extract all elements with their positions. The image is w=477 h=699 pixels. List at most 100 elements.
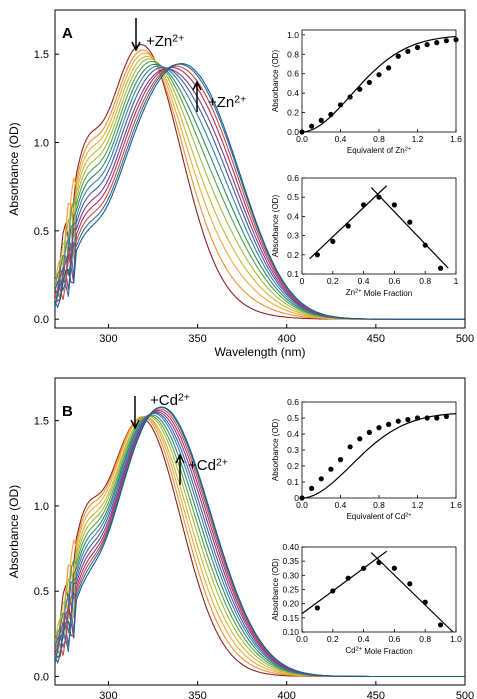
annotation-down-text: +Cd [150, 392, 178, 409]
x-tick-label: 400 [278, 690, 296, 699]
down-arrow-head-icon [131, 41, 141, 52]
data-point [414, 415, 421, 421]
annotation-up-superscript: 2+ [234, 93, 246, 105]
inset-x-axis-label-superscript: 2+ [405, 512, 411, 518]
data-point [314, 605, 320, 611]
down-arrow-head-icon [130, 419, 140, 430]
inset-x-axis-label-text: Equivalent of Zn [347, 146, 405, 155]
inset-inset_bottom-1: 0.0 0.2 0.4 0.6 0.8 1.0 0.10 0.15 0.20 0.25 0.30 0.… [271, 542, 462, 656]
inset-x-tick-label: 0.4 [335, 500, 347, 510]
inset-x-tick-label: 0.8 [373, 500, 385, 510]
fit-curve [301, 35, 457, 133]
data-point [366, 429, 372, 435]
inset-x-tick-label: 1.2 [412, 500, 424, 510]
data-point [328, 466, 334, 472]
inset-frame [301, 401, 457, 499]
inset-y-tick-label: 0.40 [282, 542, 299, 552]
inset-y-tick-label: 0.8 [287, 49, 299, 59]
data-point [376, 559, 382, 566]
inset-x-tick-label: 0.4 [335, 134, 347, 144]
inset-x-tick-label: 0.8 [419, 634, 431, 644]
data-point [422, 599, 428, 605]
inset-y-tick-label: 0.4 [287, 429, 299, 439]
data-point [361, 565, 367, 571]
data-point [337, 102, 344, 108]
data-point [357, 86, 363, 92]
data-point [453, 37, 459, 43]
inset-x-tick-label: 0.2 [327, 634, 339, 644]
inset-y-tick-label: 0.15 [282, 613, 299, 623]
data-point [405, 417, 411, 423]
inset-y-tick-label: 0.35 [282, 556, 299, 566]
up-arrow-head-icon [192, 80, 202, 91]
up-arrow-head-icon [175, 453, 185, 464]
x-tick-label: 400 [278, 333, 296, 345]
data-point [386, 65, 392, 71]
y-tick-label: 0.5 [34, 586, 49, 598]
fit-line [309, 185, 388, 260]
data-point [299, 495, 305, 501]
inset-y-tick-label: 0.2 [287, 461, 299, 471]
inset-x-axis-label-suffix: Mole Fraction [362, 289, 413, 298]
x-tick-label: 500 [456, 333, 474, 345]
panel-label: A [62, 25, 73, 42]
y-tick-label: 0.0 [34, 671, 49, 683]
inset-x-tick-label: 0.8 [419, 276, 431, 286]
inset-x-tick-label: 1 [454, 276, 459, 286]
spectrum-line [55, 63, 465, 320]
x-tick-label: 300 [99, 333, 117, 345]
inset-frame [301, 29, 457, 133]
annotation-down-superscript: 2+ [172, 32, 184, 44]
data-point [347, 94, 353, 100]
inset-x-tick-label: 0.6 [388, 276, 400, 286]
plot-frame [54, 377, 466, 686]
inset-x-tick-label: 0.6 [388, 634, 400, 644]
inset-x-axis-label: Equivalent of Cd2+ [346, 512, 411, 521]
inset-x-axis-label: Cd2+ Mole Fraction [345, 646, 412, 656]
inset-y-tick-label: 0.2 [287, 108, 299, 118]
inset-x-tick-label: 0.2 [327, 276, 339, 286]
inset-frame [301, 177, 457, 275]
data-point [395, 53, 401, 59]
inset-y-tick-label: 0.20 [282, 599, 299, 609]
x-tick-label: 350 [188, 333, 206, 345]
inset-x-axis-label: Equivalent of Zn2+ [347, 146, 411, 155]
inset-x-axis-label-superscript: 2+ [355, 288, 361, 294]
y-tick-label: 0.0 [34, 314, 49, 326]
data-point [422, 242, 428, 248]
inset-y-tick-label: 0.0 [287, 127, 299, 137]
annotation-down-text: +Zn [146, 33, 172, 50]
annotation-down: +Zn2+ [146, 32, 184, 50]
panel-label: B [62, 403, 73, 420]
y-axis-label: Absorbance (OD) [7, 485, 21, 578]
fit-line [370, 552, 454, 633]
inset-x-tick-label: 1.6 [450, 500, 462, 510]
spectrum-line [55, 406, 465, 678]
inset-x-tick-label: 1.6 [450, 134, 462, 144]
data-point [330, 238, 336, 244]
data-point [391, 202, 397, 208]
data-point [391, 565, 397, 571]
inset-x-tick-label: 0 [300, 276, 305, 286]
data-point [434, 40, 440, 46]
data-point [376, 425, 382, 431]
y-tick-label: 1.0 [34, 501, 49, 513]
inset-x-tick-label: 1.2 [412, 134, 424, 144]
data-point [434, 415, 440, 421]
inset-x-axis-label-text: Zn [346, 288, 355, 297]
data-point [309, 485, 315, 491]
data-point [309, 123, 315, 129]
y-tick-label: 1.0 [34, 138, 49, 150]
inset-y-tick-label: 1.0 [287, 30, 299, 40]
inset-y-tick-label: 0.6 [287, 173, 299, 183]
inset-inset_top-0: 0.0 0.4 0.8 1.2 1.6 0.0 0.2 0.4 0.6 0.8 1.0 Equival… [271, 29, 462, 155]
data-point [330, 588, 336, 594]
inset-x-axis-label: Zn2+ Mole Fraction [346, 288, 412, 298]
inset-y-axis-label: Absorbance (OD) [271, 195, 280, 258]
inset-y-tick-label: 0.4 [287, 211, 299, 221]
y-axis-label: Absorbance (OD) [7, 122, 21, 215]
inset-inset_bottom-0: 0 0.2 0.4 0.6 0.8 1 0.1 0.2 0.3 0.4 0.5 0.6 Zn2+ Mol… [271, 173, 459, 298]
inset-x-axis-label-suffix: Mole Fraction [362, 647, 413, 656]
data-point [361, 202, 367, 208]
